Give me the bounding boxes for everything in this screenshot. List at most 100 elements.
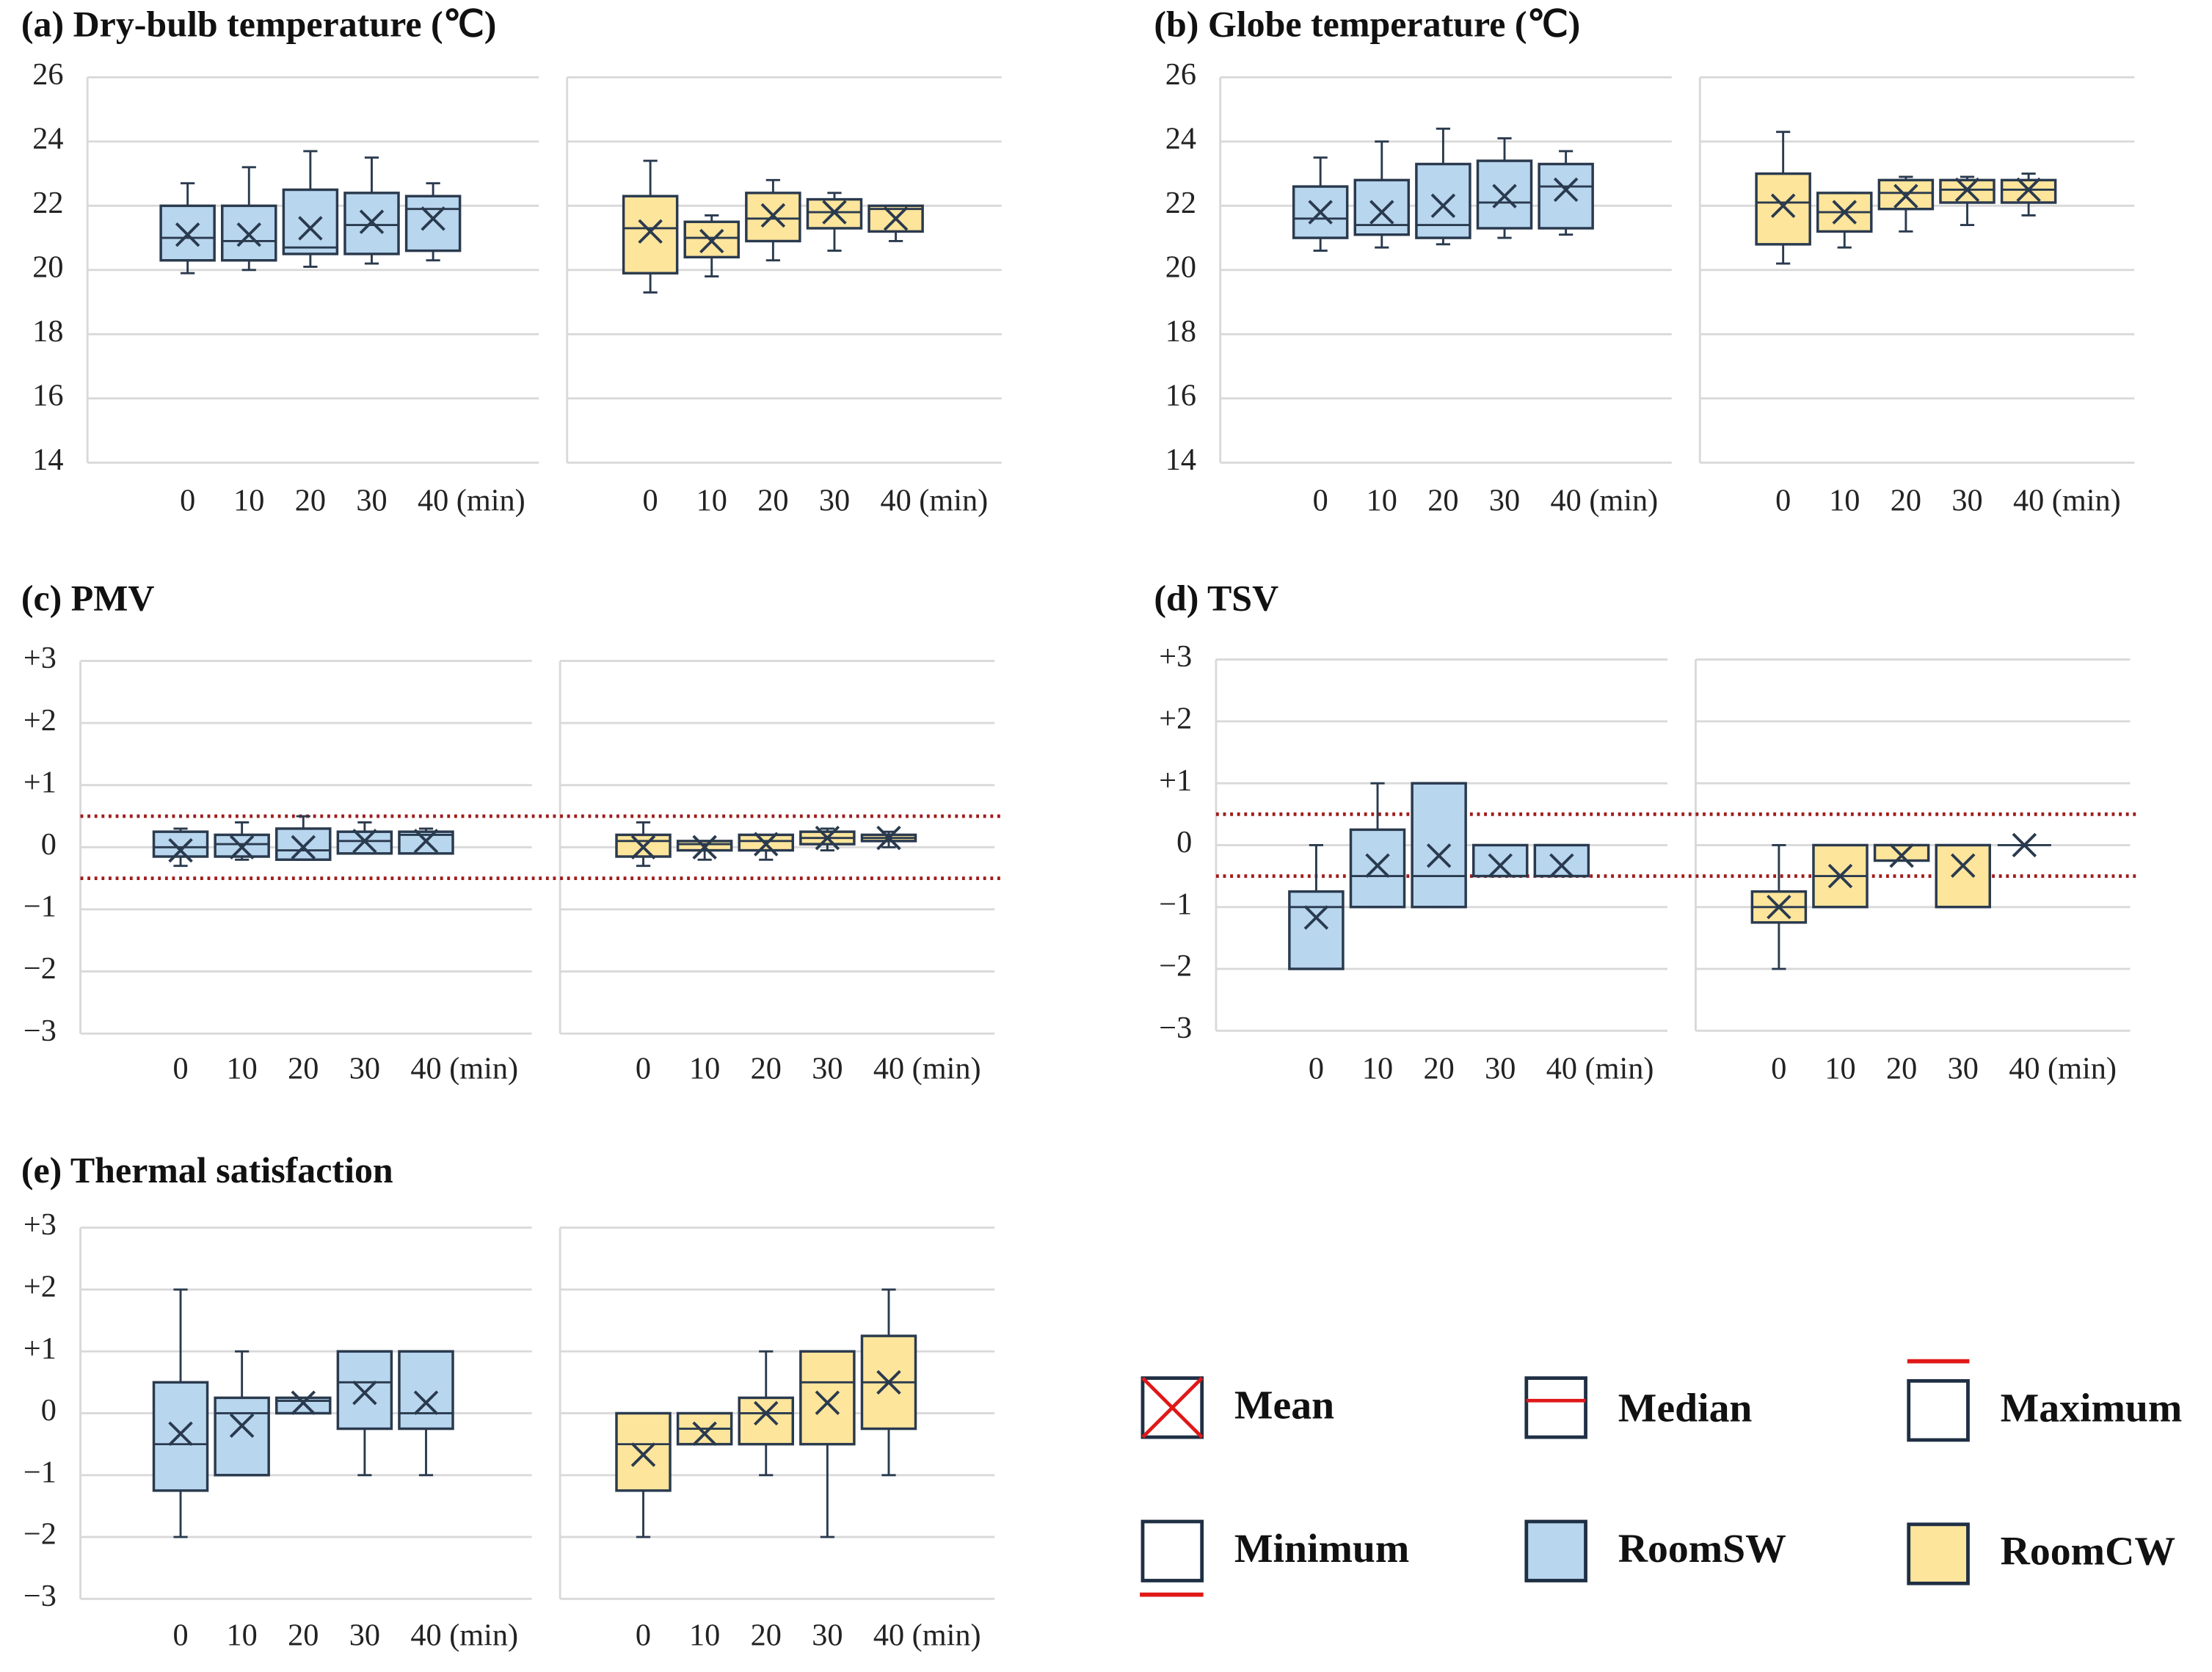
mean-marker [815, 825, 840, 851]
x-tick-label: 10 [689, 1052, 720, 1086]
x-tick-label: 40 (min) [873, 1052, 981, 1086]
x-tick-label: 20 [751, 1052, 782, 1086]
mean-marker [229, 835, 255, 860]
x-tick-label: 0 [1309, 1052, 1324, 1086]
y-tick-label: +2 [1159, 702, 1192, 736]
y-tick-label: 0 [41, 827, 57, 862]
box [745, 192, 801, 243]
x-tick-label: 10 [233, 484, 264, 518]
mean-marker [876, 825, 901, 851]
mean-marker [352, 829, 377, 854]
mean-marker [1426, 843, 1452, 868]
x-tick-label: 40 (min) [410, 1052, 518, 1086]
x-tick-label: 10 [1824, 1052, 1855, 1086]
x-tick-label: 20 [288, 1052, 319, 1086]
box [622, 195, 679, 275]
mean-marker [229, 1413, 255, 1439]
x-tick-label: 20 [295, 484, 326, 518]
x-tick-label: 30 [349, 1052, 380, 1086]
chart-title: (e) Thermal satisfaction [21, 1150, 393, 1191]
x-tick-label: 30 [1485, 1052, 1516, 1086]
mean-marker [359, 209, 385, 234]
legend-icon [1141, 1376, 1204, 1439]
mean-marker [1369, 200, 1394, 225]
legend-icon [1907, 1379, 1970, 1442]
x-tick-label: 30 [819, 484, 850, 518]
box [799, 1350, 856, 1446]
mean-marker [413, 1390, 439, 1415]
chart-title: (c) PMV [21, 578, 155, 619]
x-tick-label: 40 (min) [2009, 1052, 2117, 1086]
y-tick-label: −3 [23, 1579, 57, 1613]
x-tick-label: 20 [1424, 1052, 1455, 1086]
mean-marker [291, 1390, 316, 1415]
x-tick-label: 0 [172, 1618, 188, 1653]
x-tick-label: 0 [636, 1618, 651, 1653]
mean-marker [699, 228, 724, 254]
x-tick-label: 10 [227, 1618, 258, 1653]
mean-marker [413, 829, 439, 854]
x-tick-label: 0 [636, 1052, 651, 1086]
mean-marker [1365, 853, 1390, 878]
x-tick-label: 30 [1951, 484, 1982, 518]
x-tick-label: 20 [1427, 484, 1458, 518]
x-tick-label: 20 [1891, 484, 1921, 518]
box [1288, 890, 1345, 970]
x-tick-label: 40 (min) [1550, 484, 1658, 518]
mean-marker [692, 1421, 717, 1446]
box [1411, 782, 1467, 909]
mean-marker [236, 222, 262, 247]
x-tick-label: 0 [180, 484, 195, 518]
y-tick-label: +1 [23, 765, 57, 799]
y-tick-label: +2 [23, 703, 57, 738]
mean-marker [883, 206, 909, 231]
x-tick-label: 30 [1489, 484, 1520, 518]
mean-marker [168, 837, 193, 863]
mean-marker [2012, 832, 2037, 858]
mean-marker [1767, 895, 1791, 920]
x-tick-label: 0 [643, 484, 658, 518]
x-tick-label: 30 [812, 1052, 843, 1086]
legend-icon [1907, 1522, 1970, 1585]
x-tick-label: 20 [288, 1618, 319, 1653]
box [336, 830, 393, 855]
mean-marker [815, 1390, 840, 1415]
mean-marker [1303, 905, 1329, 930]
mean-marker [1770, 193, 1796, 219]
box [1476, 159, 1533, 230]
box [152, 830, 209, 858]
mean-marker [1549, 853, 1574, 878]
mean-marker [822, 200, 847, 225]
mean-marker [175, 222, 200, 247]
mean-marker [298, 216, 323, 241]
x-tick-label: 10 [1362, 1052, 1393, 1086]
mean-marker [754, 1400, 779, 1426]
box [1935, 843, 1991, 909]
y-tick-label: 26 [32, 57, 63, 92]
box [336, 1350, 393, 1431]
x-tick-label: 20 [1886, 1052, 1917, 1086]
y-tick-label: 0 [1176, 825, 1192, 859]
mean-marker [630, 1442, 656, 1467]
y-tick-label: 16 [1165, 379, 1196, 413]
x-tick-label: 0 [1775, 484, 1791, 518]
box [1349, 828, 1406, 909]
x-tick-label: 20 [757, 484, 788, 518]
x-tick-label: 0 [1771, 1052, 1786, 1086]
x-tick-label: 30 [349, 1618, 380, 1653]
legend-label: Minimum [1234, 1526, 1409, 1571]
mean-marker [1308, 200, 1333, 225]
box [404, 195, 462, 252]
y-tick-label: −2 [23, 1517, 57, 1552]
legend-label: RoomCW [2001, 1529, 2175, 1574]
chart-title: (b) Globe temperature (℃) [1154, 4, 1580, 45]
box [275, 827, 332, 861]
y-tick-label: +1 [1159, 763, 1192, 798]
mean-marker [1832, 200, 1858, 225]
mean-marker [1893, 183, 1918, 208]
box [1415, 162, 1471, 239]
x-tick-label: 30 [356, 484, 387, 518]
legend-label: Mean [1234, 1383, 1334, 1428]
